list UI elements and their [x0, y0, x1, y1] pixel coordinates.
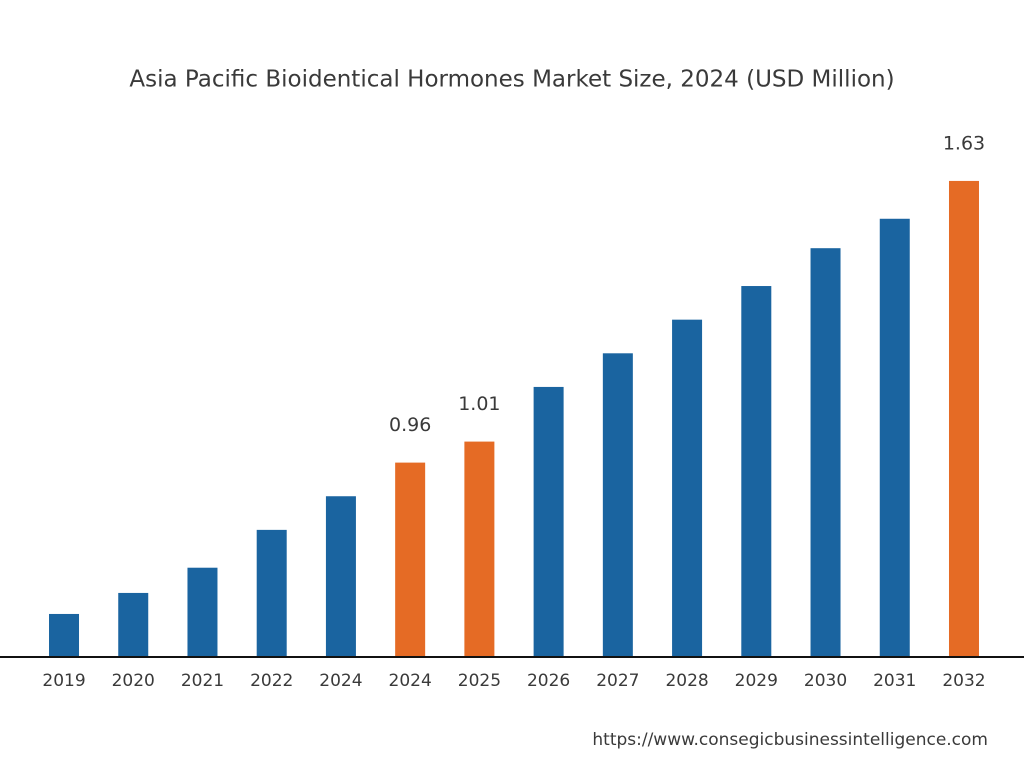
- x-tick-label: 2030: [804, 671, 847, 691]
- bar: [602, 353, 633, 656]
- x-tick-label: 2027: [596, 671, 639, 691]
- bar: [395, 462, 426, 656]
- x-tick-label: 2019: [42, 671, 85, 691]
- x-tick-label: 2028: [665, 671, 708, 691]
- value-label: 0.96: [389, 414, 431, 436]
- x-tick-label: 2020: [112, 671, 155, 691]
- x-tick-label: 2024: [389, 671, 432, 691]
- x-tick-label: 2032: [942, 671, 985, 691]
- x-tick-label: 2025: [458, 671, 501, 691]
- bar: [464, 441, 495, 656]
- bar: [879, 218, 910, 656]
- x-tick-label: 2022: [250, 671, 293, 691]
- value-label: 1.01: [458, 393, 500, 415]
- source: https://www.consegicbusinessintelligence…: [592, 730, 988, 750]
- bar: [187, 567, 218, 656]
- x-tick-label: 2031: [873, 671, 916, 691]
- x-tick-label: 2021: [181, 671, 224, 691]
- value-label: 1.63: [943, 132, 985, 154]
- bar: [118, 592, 149, 656]
- x-tick-label: 2026: [527, 671, 570, 691]
- bar: [672, 319, 703, 656]
- bar: [533, 386, 564, 656]
- bar: [741, 286, 772, 656]
- bar: [49, 613, 80, 656]
- chart-title: Asia Pacific Bioidentical Hormones Marke…: [129, 67, 894, 93]
- bar: [256, 529, 287, 656]
- bar: [325, 496, 356, 656]
- bar: [810, 248, 841, 656]
- bar: [948, 180, 979, 656]
- x-tick-label: 2029: [735, 671, 778, 691]
- x-tick-label: 2024: [319, 671, 362, 691]
